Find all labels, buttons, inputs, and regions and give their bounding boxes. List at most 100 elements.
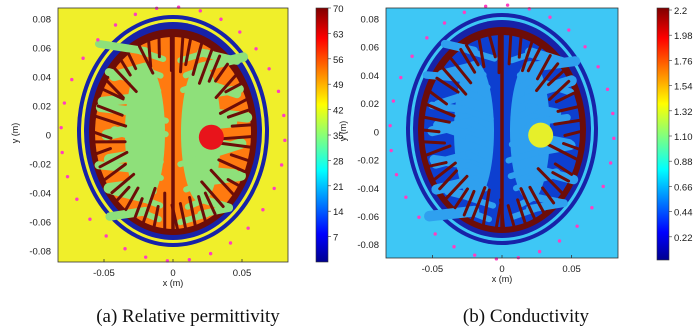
antenna-marker [60,150,64,155]
sulcus [197,48,214,85]
white-matter-branch [186,122,210,137]
antenna-marker [605,87,610,92]
antenna-marker [433,232,437,236]
sulcus [218,98,248,115]
antenna-marker [472,253,477,257]
sulcus [115,185,131,202]
antenna-marker [608,161,613,165]
colorbar-tick-label: 28 [333,156,344,167]
sulcus [214,62,229,83]
white-matter-branch [465,76,491,91]
sulcus [427,161,448,168]
colorbar: 70 63 56 49 42 35 28 21 14 7 [315,4,344,263]
antenna-marker [462,10,467,15]
antenna-marker [548,15,552,19]
sulcus [424,144,452,157]
white-matter-branch [465,107,494,122]
antenna-marker [612,136,616,141]
antenna-marker [442,21,447,25]
colorbar-tick-label: 1.10 [674,132,693,143]
sulcus [152,204,160,228]
x-tick-label: 0 [499,264,504,275]
antenna-marker [143,255,148,259]
sulcus [444,174,469,200]
y-tick-label: 0.08 [361,15,380,26]
sulcus [519,187,536,220]
sulcus [551,171,571,183]
sulcus [203,191,217,216]
antenna-array [388,3,616,261]
white-matter-branch [507,165,539,180]
white-matter-branch [465,162,489,177]
antenna-marker [391,99,396,103]
sulcus [536,167,564,195]
sulcus [547,69,565,87]
tumor [528,122,554,148]
white-matter-branch [136,109,169,124]
colorbar-tick-label: 14 [333,207,344,218]
tumor [198,124,224,150]
colorbar-tick-label: 0.88 [674,157,693,168]
sulcus [425,103,456,118]
sulcus [226,178,240,187]
sulcus [422,140,446,145]
colorbar-tick-label: 2.2 [674,6,687,17]
sulcus [563,130,582,137]
antenna-marker [75,197,79,201]
sulcus [562,142,581,151]
sulcus [507,34,513,66]
sulcus [179,36,185,74]
sulcus [422,128,441,134]
y-tick-label: -0.02 [357,156,379,167]
panel-caption: (a) Relative permittivity [96,306,280,327]
sulcus [553,162,574,176]
antenna-marker [417,215,421,219]
y-tick-label: 0.02 [33,102,52,113]
sulcus [488,34,497,59]
antenna-marker [267,67,271,71]
y-tick-label: 0.04 [361,71,380,82]
antenna-marker [88,217,92,221]
white-matter-branch [136,79,162,94]
antenna-marker [279,163,284,167]
white-matter-branch [136,180,157,195]
sulcus [178,202,187,230]
white-matter-branch [518,119,539,134]
sulcus [477,37,486,69]
antenna-marker [601,184,605,189]
white-matter-branch [188,109,210,124]
sulcus [462,189,476,217]
sulcus [147,40,153,68]
sulcus [226,108,251,119]
antenna-marker [389,148,393,153]
sulcus [516,198,527,225]
panel-conductivity: 0.08 0.06 0.04 0.02 0 -0.02 -0.04 -0.06 -0.08 -0.… [338,3,693,327]
white-matter-branch [465,150,487,165]
antenna-marker [567,28,571,32]
colorbar-tick-label: 56 [333,55,344,66]
y-tick-label: 0.06 [361,43,380,54]
sulcus [438,169,458,191]
colorbar-gradient [656,7,670,261]
antenna-marker [394,172,399,177]
antenna-marker [583,45,587,49]
sulcus [229,153,250,162]
sulcus [556,105,579,113]
sulcus [459,47,477,74]
antenna-marker [282,113,286,118]
sulcus [110,172,136,195]
sulcus [197,195,207,222]
antenna-marker [133,12,138,17]
antenna-marker [219,17,223,21]
antenna-marker [505,3,510,7]
x-tick-label: -0.05 [93,268,115,279]
colorbar-tick-label: 1.76 [674,56,693,67]
panel-permittivity: 0.08 0.06 0.04 0.02 0 -0.02 -0.04 -0.06 -0.08 -0.… [10,4,344,327]
sulcus [435,76,460,94]
antenna-marker [399,75,403,80]
antenna-marker [276,89,281,94]
colorbar-tick-label: 1.54 [674,82,693,93]
antenna-marker [65,174,70,179]
antenna-marker [62,101,67,105]
y-tick-label: 0.08 [33,15,52,26]
